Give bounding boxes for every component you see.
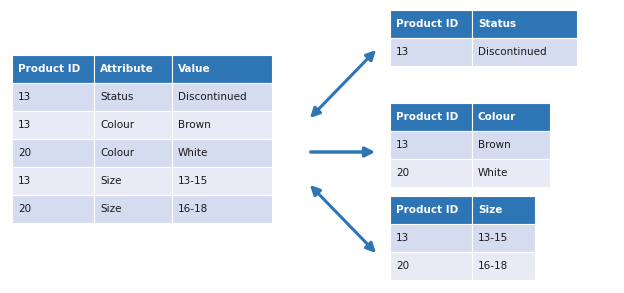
Bar bbox=[472, 10, 577, 38]
Text: Value: Value bbox=[178, 64, 211, 74]
Bar bbox=[94, 55, 172, 83]
Text: Status: Status bbox=[100, 92, 134, 102]
Text: Attribute: Attribute bbox=[100, 64, 154, 74]
Text: 13-15: 13-15 bbox=[478, 233, 509, 243]
Bar bbox=[390, 10, 472, 38]
Text: 16-18: 16-18 bbox=[478, 261, 509, 271]
Text: Discontinued: Discontinued bbox=[478, 47, 547, 57]
Text: 13: 13 bbox=[18, 120, 31, 130]
Bar bbox=[172, 55, 272, 83]
Text: 13: 13 bbox=[18, 176, 31, 186]
Text: Size: Size bbox=[100, 176, 122, 186]
Text: Colour: Colour bbox=[100, 148, 134, 158]
Text: Product ID: Product ID bbox=[396, 112, 458, 122]
Text: Product ID: Product ID bbox=[396, 205, 458, 215]
Bar bbox=[94, 83, 172, 111]
Text: White: White bbox=[478, 168, 509, 178]
Text: Colour: Colour bbox=[478, 112, 516, 122]
Bar bbox=[94, 167, 172, 195]
Text: 13: 13 bbox=[396, 47, 409, 57]
Bar bbox=[94, 195, 172, 223]
Text: Status: Status bbox=[478, 19, 516, 29]
Text: White: White bbox=[178, 148, 208, 158]
Text: Brown: Brown bbox=[478, 140, 511, 150]
Bar bbox=[472, 38, 577, 66]
Text: 13-15: 13-15 bbox=[178, 176, 208, 186]
Bar bbox=[472, 196, 535, 224]
Bar bbox=[172, 111, 272, 139]
Bar bbox=[472, 252, 535, 280]
Bar bbox=[12, 55, 94, 83]
Text: 20: 20 bbox=[18, 148, 31, 158]
Text: Product ID: Product ID bbox=[18, 64, 80, 74]
Text: 20: 20 bbox=[396, 168, 409, 178]
Text: Size: Size bbox=[478, 205, 502, 215]
Bar bbox=[94, 139, 172, 167]
Bar bbox=[172, 195, 272, 223]
Text: Discontinued: Discontinued bbox=[178, 92, 246, 102]
Bar bbox=[390, 159, 472, 187]
Bar bbox=[390, 252, 472, 280]
Bar bbox=[172, 139, 272, 167]
Bar bbox=[390, 103, 472, 131]
Bar bbox=[12, 167, 94, 195]
Text: 13: 13 bbox=[396, 140, 409, 150]
Text: 20: 20 bbox=[396, 261, 409, 271]
Bar bbox=[472, 159, 550, 187]
Bar bbox=[12, 139, 94, 167]
Bar bbox=[472, 131, 550, 159]
Bar bbox=[172, 83, 272, 111]
Text: Colour: Colour bbox=[100, 120, 134, 130]
Text: 13: 13 bbox=[396, 233, 409, 243]
Text: Size: Size bbox=[100, 204, 122, 214]
Bar bbox=[94, 111, 172, 139]
Text: Brown: Brown bbox=[178, 120, 211, 130]
Bar bbox=[12, 111, 94, 139]
Bar bbox=[472, 224, 535, 252]
Bar bbox=[390, 131, 472, 159]
Bar bbox=[472, 103, 550, 131]
Text: 20: 20 bbox=[18, 204, 31, 214]
Bar bbox=[390, 38, 472, 66]
Bar bbox=[390, 224, 472, 252]
Text: 13: 13 bbox=[18, 92, 31, 102]
Bar bbox=[12, 195, 94, 223]
Bar bbox=[172, 167, 272, 195]
Text: Product ID: Product ID bbox=[396, 19, 458, 29]
Bar bbox=[12, 83, 94, 111]
Bar bbox=[390, 196, 472, 224]
Text: 16-18: 16-18 bbox=[178, 204, 208, 214]
